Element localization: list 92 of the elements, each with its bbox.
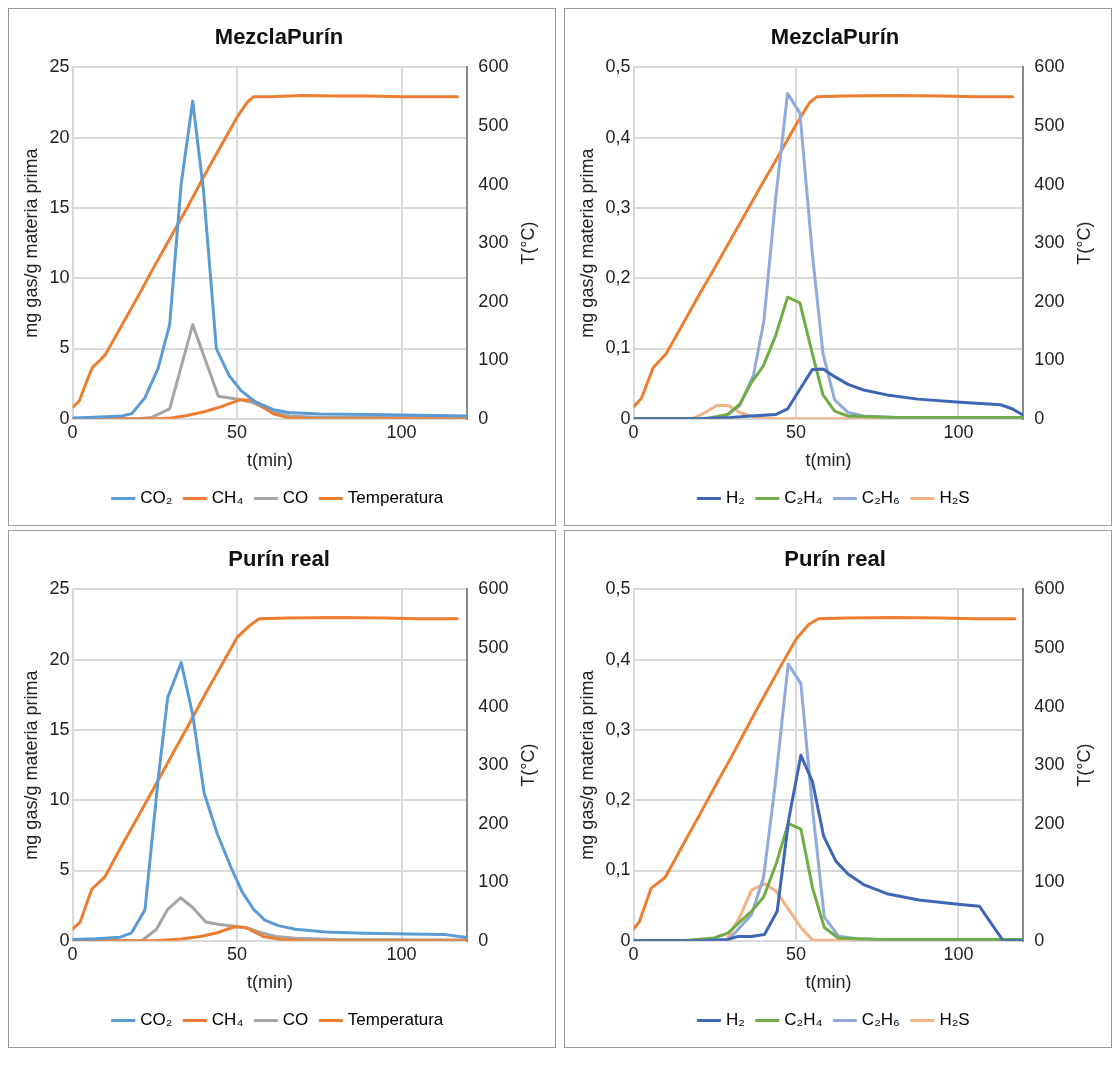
x-tick-label: 50 [227,421,248,442]
y-tick-label: 0,2 [605,267,631,288]
legend-label: C₂H₆ [861,1010,900,1030]
x-tick-label: 50 [786,943,807,964]
y-tick-label: 10 [49,789,70,810]
y2-tick-label: 0 [1034,407,1045,428]
y-tick-label: 0,4 [605,126,631,147]
x-tick-label: 100 [386,943,417,964]
y2-tick-label: 200 [1034,290,1065,311]
legend-label: H₂ [725,488,745,508]
legend-label: Temperatura [347,1010,444,1030]
y-axis-title: mg gas/g materia prima [20,669,41,860]
chart-title: MezclaPurín [770,24,900,50]
x-tick-label: 100 [386,421,417,442]
y-tick-label: 0,4 [605,648,631,669]
y-tick-label: 0 [59,929,70,950]
y2-axis-title: T(°C) [517,743,538,787]
y2-tick-label: 600 [478,578,509,599]
y2-tick-label: 500 [478,114,509,135]
legend-label: H₂S [939,1010,970,1030]
y-tick-label: 0,3 [605,196,631,217]
legend-label: H₂S [939,488,970,508]
chart-title: Purín real [228,546,330,572]
y2-tick-label: 500 [478,636,509,657]
legend-label: CO₂ [140,1010,173,1030]
y2-tick-label: 400 [478,695,509,716]
y2-axis-title: T(°C) [1073,743,1094,787]
y-tick-label: 0 [620,929,631,950]
legend-label: H₂ [725,1010,745,1030]
chart-title: MezclaPurín [214,24,344,50]
y-tick-label: 5 [59,337,70,358]
x-tick-label: 100 [943,421,974,442]
y2-tick-label: 100 [478,349,509,370]
y2-tick-label: 500 [1034,114,1065,135]
y2-tick-label: 100 [1034,349,1065,370]
y2-tick-label: 200 [478,812,509,833]
x-axis-title: t(min) [805,450,852,471]
y2-tick-label: 400 [1034,695,1065,716]
y2-tick-label: 200 [1034,812,1065,833]
legend-label: C₂H₄ [784,488,823,508]
y-tick-label: 0,5 [605,578,631,599]
x-axis-title: t(min) [805,972,852,993]
y2-tick-label: 400 [478,173,509,194]
x-tick-label: 100 [943,943,974,964]
y2-tick-label: 100 [1034,871,1065,892]
y-tick-label: 0,1 [605,337,631,358]
y2-tick-label: 300 [478,232,509,253]
y-tick-label: 10 [49,267,70,288]
y-tick-label: 15 [49,196,70,217]
legend-label: C₂H₆ [861,488,900,508]
y2-tick-label: 400 [1034,173,1065,194]
y2-tick-label: 200 [478,290,509,311]
y2-tick-label: 300 [1034,754,1065,775]
y-tick-label: 0,2 [605,789,631,810]
legend-label: CO [282,488,309,508]
x-tick-label: 50 [786,421,807,442]
y-tick-label: 20 [49,126,70,147]
y2-tick-label: 0 [478,407,489,428]
y-tick-label: 0 [59,407,70,428]
y2-tick-label: 500 [1034,636,1065,657]
y2-tick-label: 0 [1034,929,1045,950]
legend-label: CO [282,1010,309,1030]
y-axis-title: mg gas/g materia prima [576,669,597,860]
x-tick-label: 50 [227,943,248,964]
y-axis-title: mg gas/g materia prima [20,147,41,338]
y2-tick-label: 600 [1034,56,1065,77]
y2-axis-title: T(°C) [517,221,538,265]
legend-label: Temperatura [347,488,444,508]
y2-tick-label: 300 [1034,232,1065,253]
x-axis-title: t(min) [246,972,293,993]
y-tick-label: 25 [49,56,70,77]
y-tick-label: 0,1 [605,859,631,880]
y-tick-label: 5 [59,859,70,880]
y2-tick-label: 100 [478,871,509,892]
y-tick-label: 15 [49,718,70,739]
y-tick-label: 20 [49,648,70,669]
legend-label: CH₄ [211,488,244,508]
legend-label: CO₂ [140,488,173,508]
legend-label: C₂H₄ [784,1010,823,1030]
chart-title: Purín real [784,546,886,572]
y-tick-label: 0 [620,407,631,428]
y-axis-title: mg gas/g materia prima [576,147,597,338]
y2-tick-label: 600 [478,56,509,77]
y2-tick-label: 0 [478,929,489,950]
y2-tick-label: 600 [1034,578,1065,599]
legend-label: CH₄ [211,1010,244,1030]
y-tick-label: 0,3 [605,718,631,739]
y-tick-label: 25 [49,578,70,599]
y2-tick-label: 300 [478,754,509,775]
x-axis-title: t(min) [246,450,293,471]
y2-axis-title: T(°C) [1073,221,1094,265]
y-tick-label: 0,5 [605,56,631,77]
